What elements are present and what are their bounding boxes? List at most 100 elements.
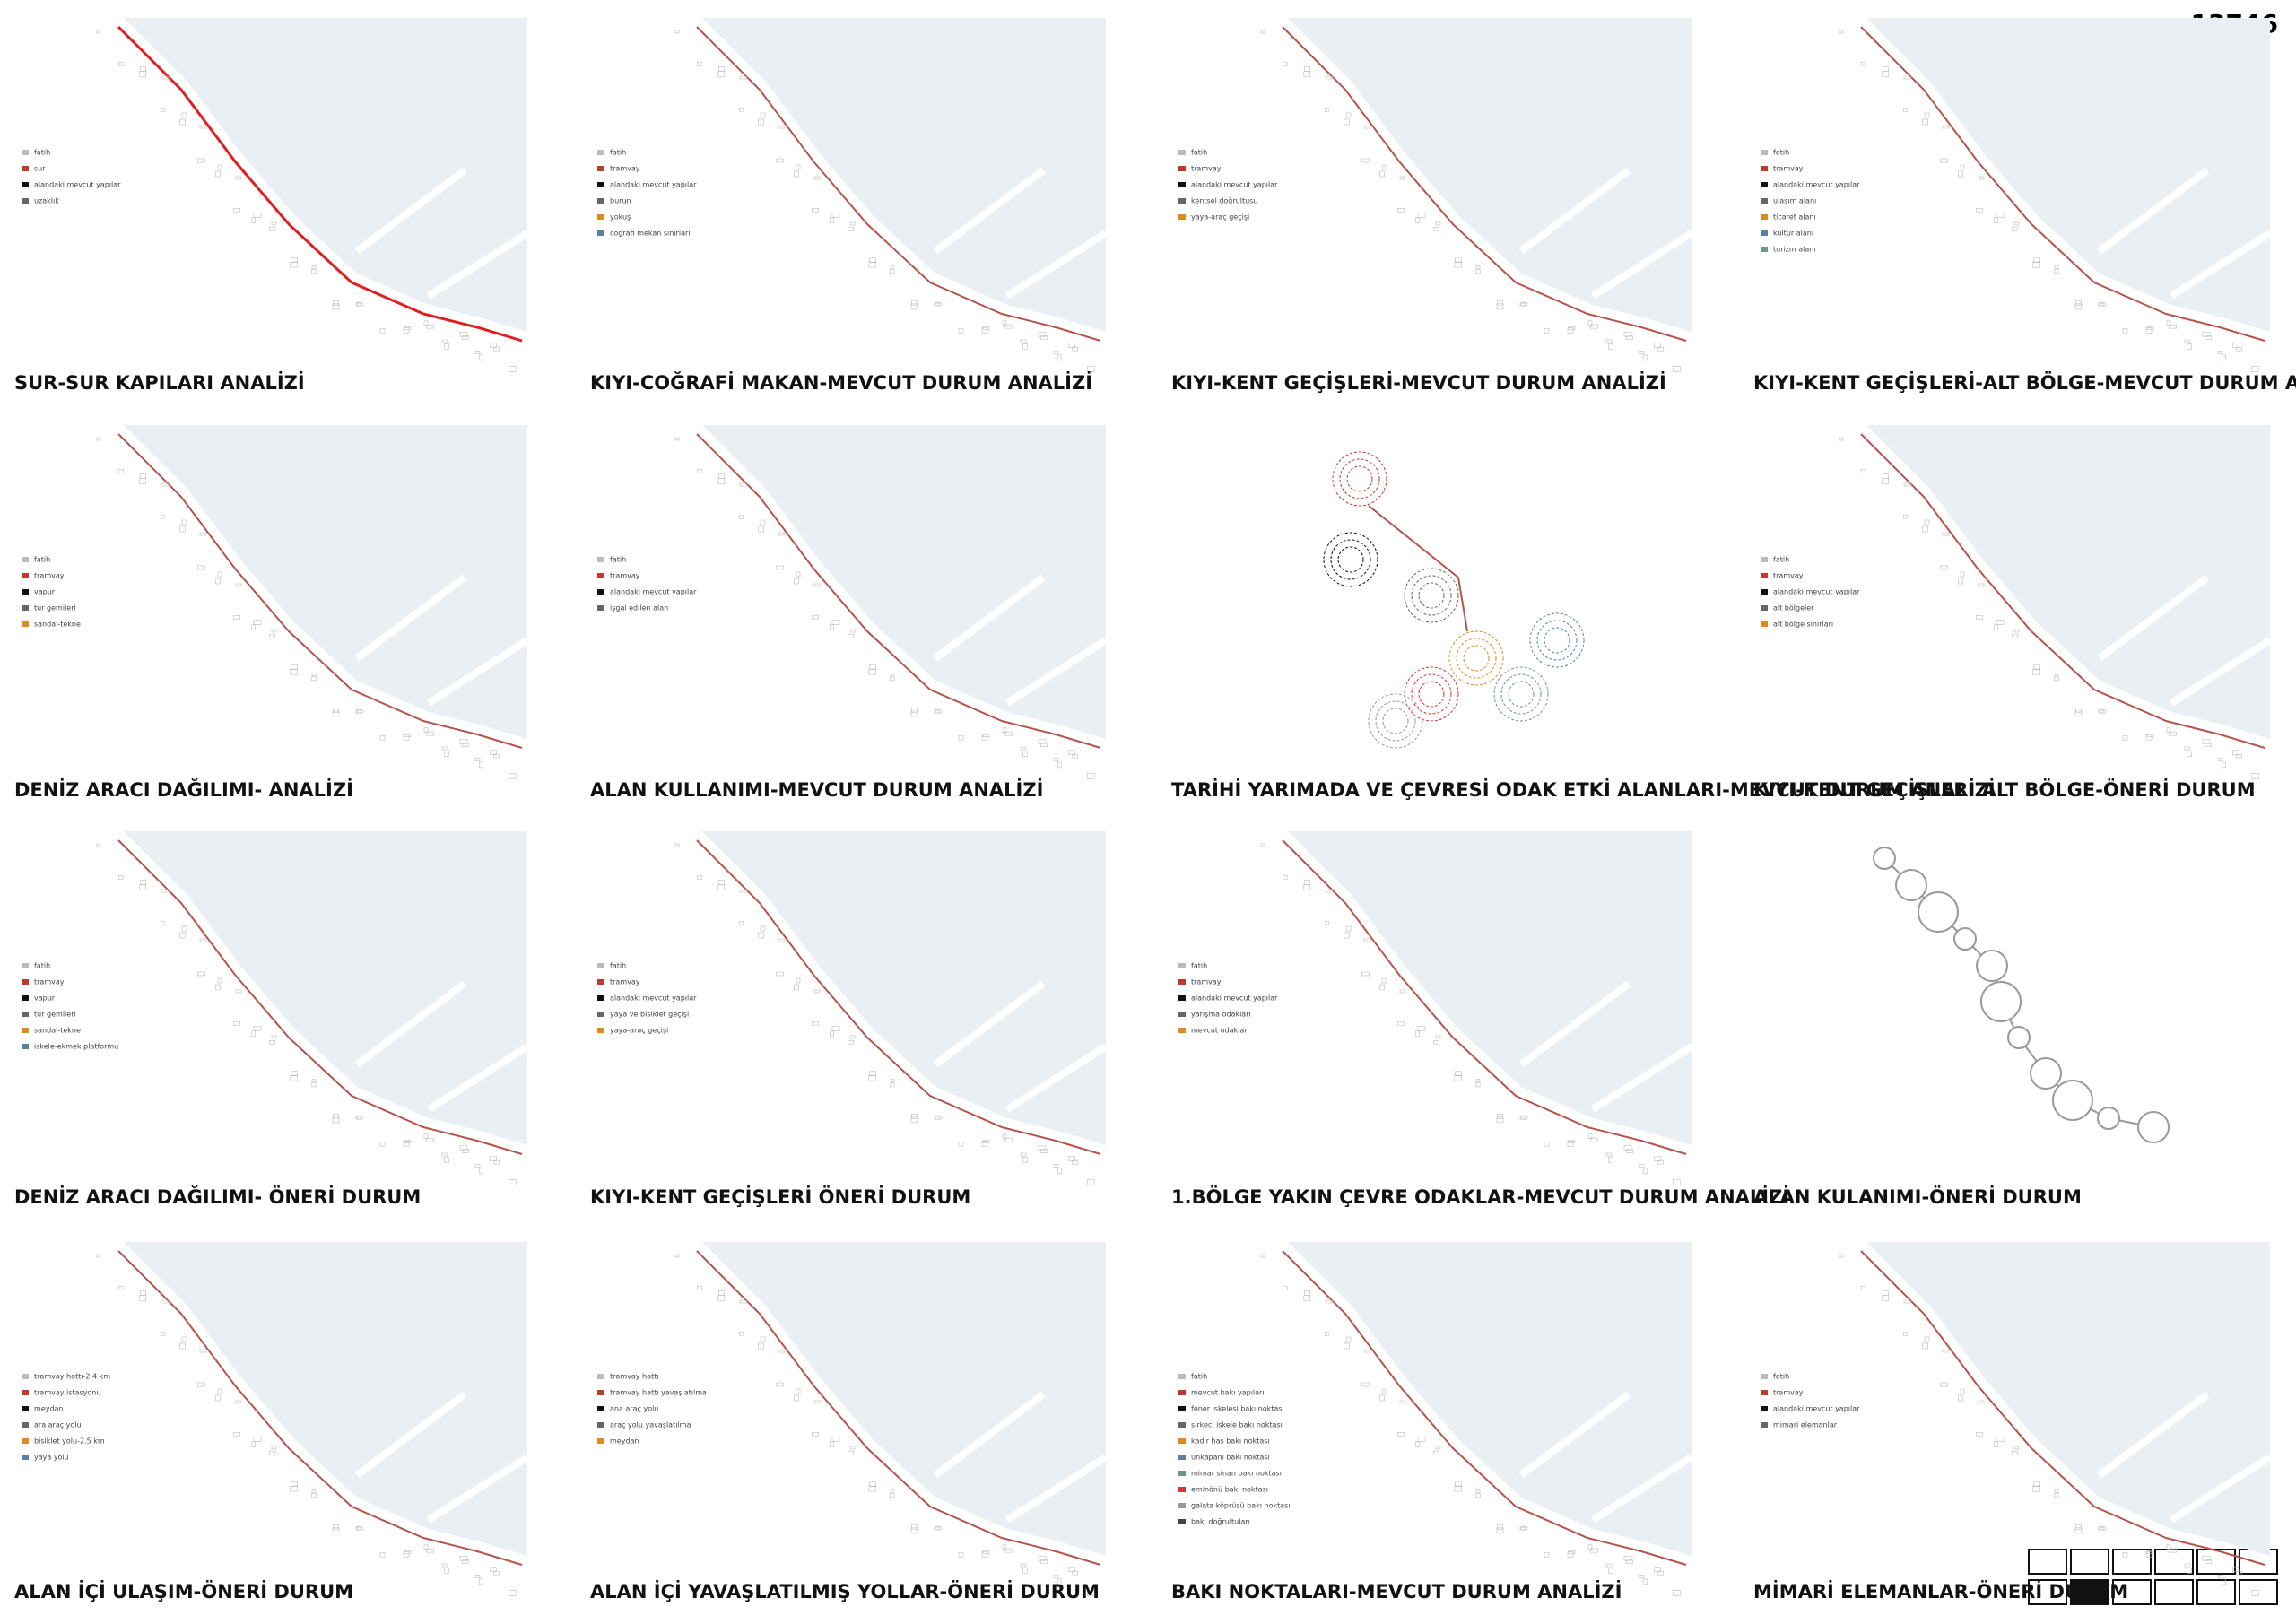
building [1417, 1437, 1426, 1442]
legend-swatch [597, 1422, 604, 1428]
building [2169, 731, 2177, 736]
building [441, 746, 448, 751]
building [403, 327, 410, 334]
building [1381, 1388, 1387, 1394]
coast-road [117, 839, 523, 1155]
legend-label: fatih [34, 556, 50, 564]
building [889, 1082, 895, 1088]
building [1363, 1349, 1371, 1353]
use-node [2097, 1107, 2120, 1130]
building [1903, 482, 1912, 487]
legend-swatch [22, 1390, 29, 1395]
building [2205, 743, 2212, 747]
building [1520, 1115, 1526, 1120]
building [868, 1485, 877, 1492]
building [1435, 221, 1441, 226]
legend-swatch [597, 979, 604, 985]
panel-title: SUR-SUR KAPILARI ANALİZİ [14, 371, 305, 394]
legend-swatch [22, 573, 29, 578]
building [1303, 71, 1311, 78]
building [291, 257, 298, 264]
building [869, 1481, 876, 1488]
panel-title: 1.BÖLGE YAKIN ÇEVRE ODAKLAR-MEVCUT DURUM… [1171, 1185, 1789, 1208]
building [1942, 125, 1950, 129]
building [1672, 366, 1681, 372]
building [1960, 571, 1965, 578]
building [1590, 1548, 1598, 1553]
building [271, 1035, 277, 1039]
building [1002, 1544, 1007, 1550]
building [1020, 1563, 1027, 1568]
building [423, 320, 429, 326]
building [776, 971, 784, 977]
focus-ring [1529, 612, 1585, 668]
legend-swatch [1761, 150, 1768, 155]
sea [1866, 425, 2270, 784]
building [1068, 343, 1075, 349]
building [1068, 1156, 1075, 1162]
building [140, 66, 146, 72]
building [1399, 989, 1406, 994]
building [1435, 1446, 1441, 1450]
bridge [354, 574, 467, 662]
focus-ring [1337, 546, 1364, 573]
building [1639, 351, 1645, 354]
route [1368, 505, 1468, 632]
legend-swatch [22, 589, 29, 595]
building [813, 1400, 821, 1404]
legend-label: fatih [610, 556, 626, 564]
focus-ring [1339, 458, 1380, 499]
map-panel: fatih tramvay alandaki mevcut yapılar ulaşı… [1753, 18, 2296, 394]
building [1086, 366, 1095, 372]
panel-title: MİMARİ ELEMANLAR-ÖNERİ DURUM [1753, 1580, 2128, 1602]
building [404, 1140, 412, 1143]
legend-label: alandaki mevcut yapılar [1191, 994, 1278, 1003]
building [982, 326, 990, 330]
building [160, 920, 165, 925]
map-panel: fatih tramvay alandaki mevcut yapılar yarış… [1171, 831, 1789, 1208]
building [1922, 1342, 1928, 1350]
focus-ring [1508, 681, 1535, 708]
building [794, 984, 799, 991]
building [197, 971, 205, 977]
building [1958, 1394, 1963, 1402]
building [2075, 300, 2082, 306]
building [2217, 1575, 2223, 1578]
bridge [1518, 980, 1631, 1068]
panel-title: KIYI-COĞRAFİ MAKAN-MEVCUT DURUM ANALİZİ [590, 371, 1092, 394]
building [215, 578, 221, 585]
legend-label: iskele-ekmek platformu [34, 1043, 118, 1051]
building [2099, 1525, 2104, 1531]
building [1053, 758, 1059, 761]
bridge [933, 167, 1046, 255]
building [1976, 207, 1983, 213]
legend-label: meydan [34, 1405, 64, 1413]
building [215, 1394, 221, 1402]
building [423, 727, 429, 734]
building [1940, 565, 1948, 570]
legend-label: mimar sinan bakı noktası [1191, 1470, 1282, 1478]
legend-label: fatih [1191, 1373, 1207, 1381]
building [1038, 1555, 1047, 1561]
building [776, 1382, 784, 1387]
focus-ring [1332, 451, 1387, 507]
focus-ring [1500, 673, 1542, 715]
coast-road [1860, 1250, 2266, 1566]
map-panel: fatih sur alandaki mevcut yapılar uzaklık SU… [14, 18, 530, 394]
building [674, 843, 680, 847]
building [889, 676, 895, 682]
legend-swatch [1761, 182, 1768, 187]
building [139, 1295, 147, 1302]
building [794, 170, 799, 178]
building [311, 1079, 317, 1082]
building [217, 571, 222, 578]
building [1639, 1575, 1645, 1578]
building [2146, 326, 2154, 330]
building [1626, 335, 1633, 340]
legend-swatch [597, 605, 604, 611]
building [140, 1290, 146, 1296]
focus-ring [1404, 666, 1459, 722]
legend-swatch [597, 557, 604, 562]
legend-label: alandaki mevcut yapılar [610, 588, 697, 596]
bridge [1590, 1454, 1694, 1524]
